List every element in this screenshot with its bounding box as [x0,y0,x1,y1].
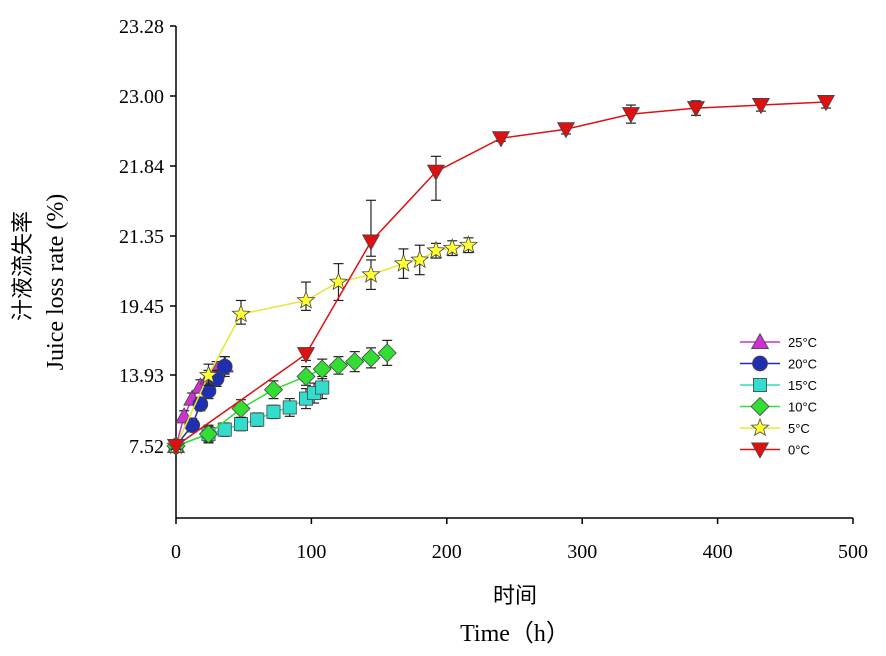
legend-label: 5°C [788,421,810,436]
data-point [296,366,316,387]
data-point [266,404,281,419]
y-tick-label: 21.84 [119,156,164,178]
data-point [426,240,446,259]
data-point [198,365,219,384]
legend-label: 0°C [788,443,810,458]
legend-marker [753,377,768,392]
y-tick-label: 19.45 [119,296,164,318]
legend-label: 20°C [788,357,817,372]
data-point [231,303,251,323]
legend-label: 25°C [788,335,817,350]
y-tick-label: 23.00 [119,86,164,108]
series-line [175,352,388,447]
data-point [345,352,365,372]
legend-label: 10°C [788,400,817,415]
data-point [315,380,330,395]
data-point [263,380,284,400]
series-line [175,101,826,447]
series-5C-group [166,235,479,455]
data-point [556,122,576,139]
data-point [426,164,446,181]
x-tick-label: 200 [432,541,462,563]
series-0C-group [166,95,836,456]
legend-marker [750,442,770,459]
data-point [393,253,414,272]
series [166,95,836,456]
data-point [296,290,316,309]
data-point [217,422,232,437]
data-point [328,271,349,291]
y-axis-title-cn: 汁液流失率 [11,211,36,321]
data-point [250,412,265,427]
data-point [233,417,248,432]
x-tick-label: 400 [703,541,733,563]
data-point [686,101,706,118]
data-point [816,95,836,112]
data-point [361,234,381,251]
x-tick-label: 500 [838,541,868,563]
data-point [166,438,186,456]
data-point [377,343,397,363]
x-tick-label: 300 [567,541,597,563]
data-point [216,358,233,375]
data-point [198,424,219,444]
data-point [491,131,511,148]
data-point [361,264,381,283]
axes [175,26,853,519]
data-point [751,98,771,115]
legend-marker [750,332,770,350]
data-point [361,348,381,368]
legend: 25°C 20°C 15°C 10°C 5°C 0°C [740,332,817,459]
data-point [621,107,641,124]
legend-label: 15°C [788,378,817,393]
series-15C-group [168,375,330,453]
data-point [410,249,430,269]
x-tick-label: 0 [171,541,181,563]
x-tick-label: 100 [296,541,326,563]
data-point [328,355,349,375]
x-axis-title: Time（h） [460,621,570,647]
y-tick-label: 21.35 [119,226,164,248]
tick-labels: 7.52 13.93 19.45 21.35 21.84 23.00 23.28 0 100 20… [119,16,868,563]
legend-marker [750,417,770,437]
x-axis-title-cn: 时间 [493,584,537,609]
data-point [296,347,316,364]
data-point [282,400,297,415]
data-point [442,238,462,257]
data-point [312,359,332,379]
y-tick-label: 23.28 [119,16,164,38]
data-point [458,235,479,254]
data-point [231,398,251,419]
y-tick-label: 13.93 [119,365,164,387]
legend-marker [750,396,770,417]
y-tick-label: 7.52 [129,436,164,458]
y-axis-title: Juice loss rate (%) [43,194,69,371]
legend-marker [752,355,768,372]
